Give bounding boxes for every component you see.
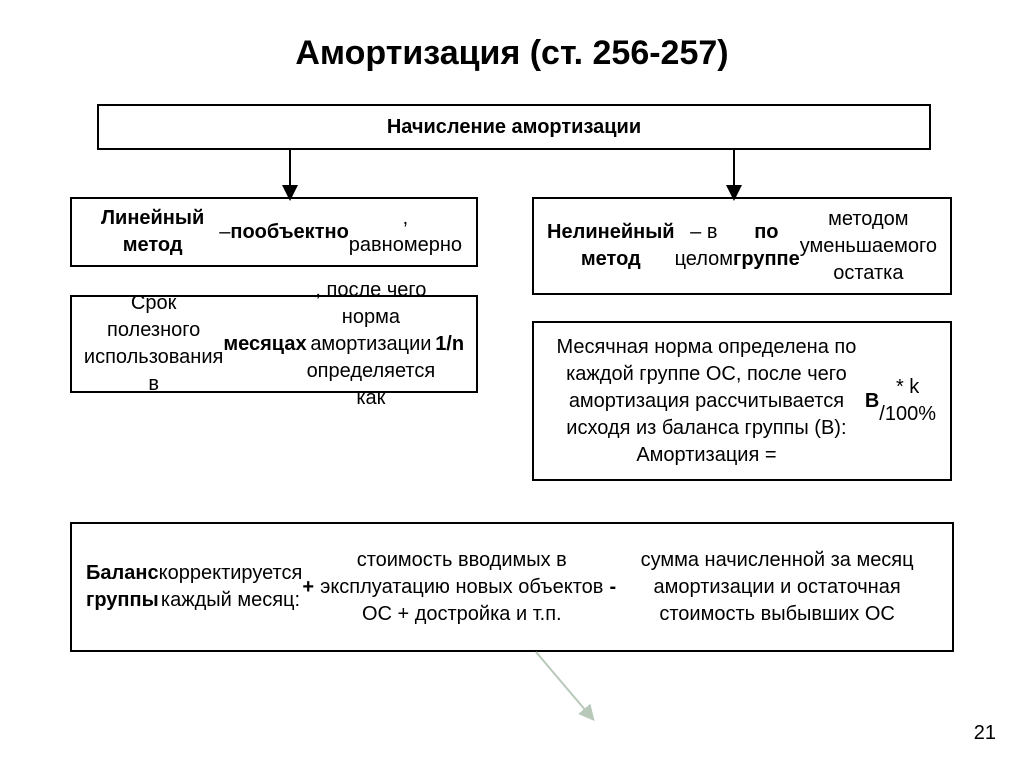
page-title: Амортизация (ст. 256-257): [0, 34, 1024, 73]
box-nonlinear-method: Нелинейный метод – в целом по группе мет…: [532, 197, 952, 295]
page-number: 21: [974, 722, 996, 745]
main-arrows: [290, 150, 734, 197]
box-group-balance: Баланс группы корректируется каждый меся…: [70, 522, 954, 652]
diagram-page: Амортизация (ст. 256-257) Начисление амо…: [0, 0, 1024, 767]
box-linear-method: Линейный метод – пообъектно,равномерно: [70, 197, 478, 267]
faint-arrow: [536, 652, 592, 718]
box-linear-detail: Срок полезного использования в месяцах, …: [70, 295, 478, 393]
box-accrual-header: Начисление амортизации: [97, 104, 931, 150]
box-nonlinear-detail: Месячная норма определена по каждой груп…: [532, 321, 952, 481]
